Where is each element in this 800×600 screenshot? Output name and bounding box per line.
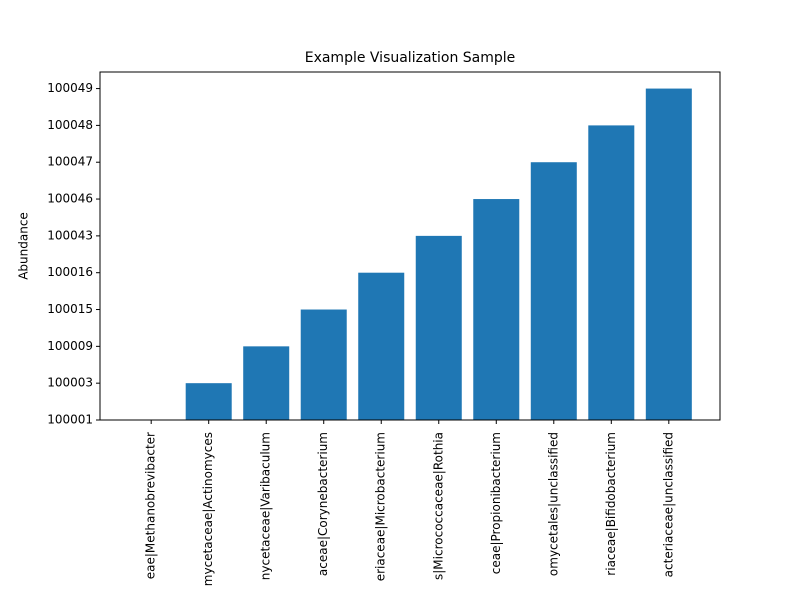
x-tick-label: aceae|Corynebacterium [316, 432, 330, 576]
bar [530, 162, 577, 420]
bar [415, 235, 462, 420]
x-tick-label: acteriaceae|unclassified [661, 432, 675, 577]
y-tick-label: 100047 [47, 155, 93, 169]
y-tick-label: 100009 [47, 339, 93, 353]
y-tick-label: 100043 [47, 228, 93, 242]
bar [588, 125, 635, 421]
y-tick-label: 100049 [47, 81, 93, 95]
y-tick-label: 100016 [47, 265, 93, 279]
x-tick-label: eae|Methanobrevibacter [144, 432, 158, 579]
x-tick-label: ceae|Propionibacterium [489, 432, 503, 574]
y-tick-label: 100046 [47, 192, 93, 206]
bar [473, 199, 520, 420]
bar [358, 272, 405, 420]
plot-frame [99, 71, 721, 421]
x-tick-label: mycetaceae|Actinomyces [201, 432, 215, 586]
bar [185, 383, 232, 420]
x-tick-label: riaceae|Bifidobacterium [604, 432, 618, 576]
bar [243, 346, 290, 420]
bar [645, 88, 692, 421]
y-tick-label: 100015 [47, 302, 93, 316]
y-tick-label: 100003 [47, 376, 93, 390]
bar [300, 309, 347, 420]
y-tick-label: 100001 [47, 413, 93, 427]
x-tick-label: s|Micrococcaceae|Rothia [431, 432, 445, 580]
x-tick-label: eriaceae|Microbacterium [374, 432, 388, 581]
chart-title: Example Visualization Sample [305, 50, 516, 66]
x-tick-label: omycetales|unclassified [546, 432, 560, 576]
y-axis-label: Abundance [17, 212, 31, 280]
x-tick-label: nycetaceae|Varibaculum [259, 432, 273, 580]
y-tick-label: 100048 [47, 118, 93, 132]
